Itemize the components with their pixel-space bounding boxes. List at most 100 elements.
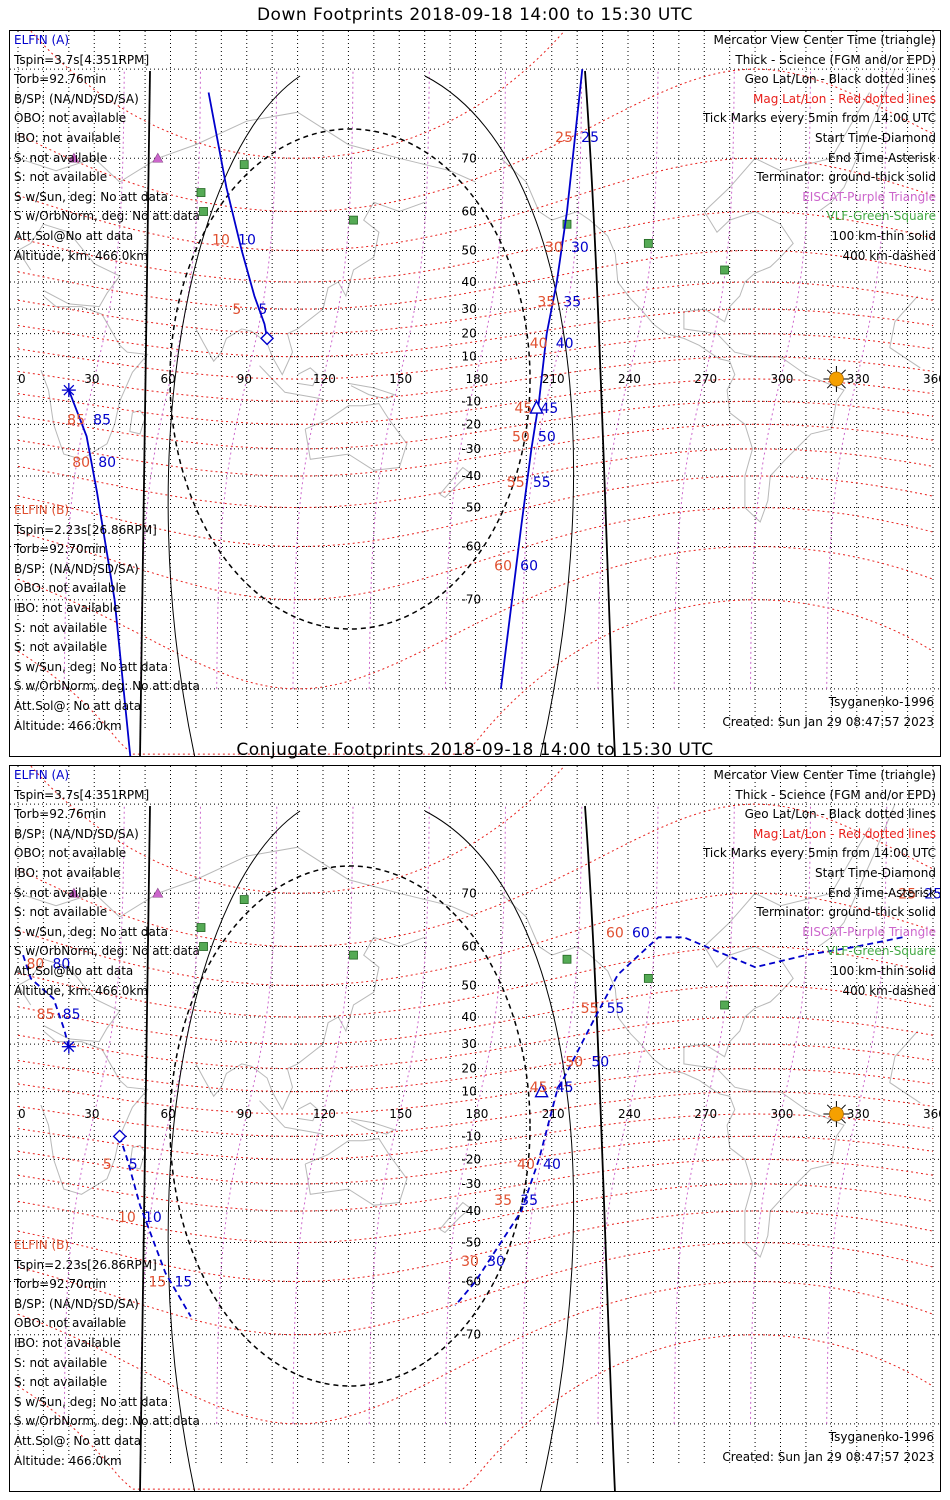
tick-label-a: 5 (258, 302, 267, 318)
tick-label-b: 5 (103, 1157, 112, 1173)
legend-line: 100 km-thin solid (831, 228, 936, 243)
tick-label-b: 5 (232, 302, 241, 318)
eiscat-sites (68, 887, 164, 898)
tick-label-a: 80 (53, 956, 71, 972)
tick-label-a: 55 (607, 1001, 625, 1017)
panel1-title: Down Footprints 2018-09-18 14:00 to 15:3… (256, 5, 694, 25)
elfin-b-info-line: Altitude: 466.0km (14, 718, 122, 733)
tick-label-a: 50 (538, 429, 556, 445)
legend-line: VLF-Green-Square (826, 944, 936, 959)
model-label: Tsyganenko-1996 (828, 695, 934, 709)
vlf-site-marker (196, 188, 206, 197)
elfin-b-info: ELFIN (B) Tspin=2.23s[26.86RPM] Torb=92.70… (14, 1236, 200, 1471)
tick-label-b: 25 (555, 130, 573, 146)
elfin-a-info-line: S w/Sun, deg: No att data (14, 189, 168, 204)
lon-tick-label: 150 (389, 1107, 412, 1121)
elfin-b-info-header: ELFIN (B) (14, 503, 70, 517)
elfin-b-info-line: S: not available (14, 640, 108, 655)
start-time-diamond (260, 331, 275, 346)
lon-tick-label: 300 (771, 372, 794, 386)
elfin-a-info-line: B/SP: (NA/ND/SD/SA) (14, 91, 139, 106)
legend-line: Mag Lat/Lon - Red dotted lines (752, 826, 936, 841)
tick-label-b: 40 (517, 1157, 535, 1173)
elfin-a-info-line: S: not available (14, 905, 108, 920)
elfin-a-info-line: Att.Sol@No att data (14, 963, 134, 978)
lon-tick-label: 120 (313, 372, 336, 386)
elfin-b-info-line: S w/Sun, deg: No att data (14, 1394, 168, 1409)
vlf-site-marker (720, 265, 729, 275)
vlf-sites (196, 160, 729, 275)
tick-label-b: 40 (530, 336, 548, 352)
legend-line: EISCAT-Purple Triangle (802, 924, 936, 939)
mag-meridians (63, 804, 888, 1424)
map-plot: 0 30 60 90 120 150 180 210 240 270 300 330 360 70 60 50… (10, 766, 940, 1491)
elfin-a-info-line: S w/Sun, deg: No att data (14, 924, 168, 939)
lat-tick-label: 20 (462, 327, 477, 341)
lat-tick-label: 20 (462, 1062, 477, 1076)
lon-tick-label: 0 (18, 372, 26, 386)
elfin-a-info-line: Altitude, km: 466.0km (14, 248, 149, 263)
tick-label-a: 45 (541, 401, 559, 417)
lat-tick-label: 70 (462, 151, 477, 165)
mag-grid (17, 31, 934, 755)
tick-label-b: 50 (565, 1055, 583, 1071)
elfin-b-info-line: Att.Sol@: No att data (14, 698, 142, 713)
lat-tick-label: 60 (462, 939, 477, 953)
elfin-a-info-line: S: not available (14, 150, 108, 165)
tick-label-a: 80 (98, 455, 116, 471)
sun-icon (823, 1101, 850, 1127)
elfin-a-info: ELFIN (A) Tspin=3.7s[4.351RPM] Torb=92.76m… (14, 766, 200, 1001)
lon-tick-label: 90 (237, 372, 252, 386)
vlf-site-marker (239, 160, 249, 170)
lat-tick-label: -60 (462, 540, 482, 554)
legend-line: 100 km-thin solid (831, 963, 936, 978)
tick-label-a: 35 (563, 294, 581, 310)
tick-label-b: 35 (537, 294, 555, 310)
elfin-a-info-line: S w/OrbNorm, deg: No att data (14, 209, 200, 224)
tick-label-b: 10 (212, 233, 230, 249)
lon-tick-label: 120 (313, 1107, 336, 1121)
model-label: Tsyganenko-1996 (828, 1430, 934, 1444)
elfin-b-info-line: Torb=92.70min (14, 542, 107, 557)
lon-tick-label: 30 (84, 372, 99, 386)
axis-labels: 0 30 60 90 120 150 180 210 240 270 300 330 360 70 60 50… (18, 886, 940, 1341)
tick-label-a: 55 (533, 475, 551, 491)
elfin-track-main (454, 936, 903, 1307)
elfin-a-info-line: S w/OrbNorm, deg: No att data (14, 944, 200, 959)
elfin-b-info-line: S: not available (14, 1375, 108, 1390)
legend-line: Terminator: ground-thick solid (756, 170, 936, 185)
lat-tick-label: -20 (462, 1152, 482, 1166)
lat-tick-label: 70 (462, 886, 477, 900)
end-time-asterisk (61, 383, 76, 398)
legend-line: End Time-Asterisk (827, 150, 936, 165)
tick-label-a: 40 (543, 1157, 561, 1173)
tick-label-a: 10 (238, 233, 256, 249)
elfin-b-info-line: S w/Sun, deg: No att data (14, 659, 168, 674)
tick-label-a: 45 (556, 1080, 574, 1096)
elfin-a-info-line: B/SP: (NA/ND/SD/SA) (14, 826, 139, 841)
elfin-b-info-line: Tspin=2.23s[26.86RPM] (14, 1257, 157, 1272)
legend: Mercator View Center Time (triangle) Thic… (703, 31, 936, 266)
elfin-track-second (118, 1136, 192, 1317)
elfin-b-info-line: OBO: not available (14, 581, 127, 596)
elfin-b-info-header: ELFIN (B) (14, 1238, 70, 1252)
lon-tick-label: 90 (237, 1107, 252, 1121)
conjugate-footprints-panel: 0 30 60 90 120 150 180 210 240 270 300 330 360 70 60 50… (9, 765, 941, 1492)
elfin-track-second (500, 69, 584, 690)
elfin-b-info-line: Att.Sol@: No att data (14, 1433, 142, 1448)
tick-label-a: 40 (556, 336, 574, 352)
elfin-a-info-line: OBO: not available (14, 111, 127, 126)
elfin-b-info-line: Tspin=2.23s[26.86RPM] (14, 522, 157, 537)
map-plot: 0 30 60 90 120 150 180 210 240 270 300 330 360 70 60 50… (10, 31, 940, 756)
elfin-b-info-line: S w/OrbNorm, deg: No att data (14, 1414, 200, 1429)
lat-tick-label: -20 (462, 417, 482, 431)
legend-line: Geo Lat/Lon - Black dotted lines (744, 72, 936, 87)
lon-tick-label: 330 (847, 1107, 870, 1121)
elfin-a-info-line: IBO: not available (14, 865, 121, 880)
tick-label-b: 35 (494, 1193, 512, 1209)
elfin-a-info-header: ELFIN (A) (14, 768, 70, 782)
lat-tick-label: -60 (462, 1275, 482, 1289)
coastlines (17, 68, 921, 523)
vlf-sites (196, 895, 729, 1010)
lat-tick-label: 40 (462, 275, 477, 289)
